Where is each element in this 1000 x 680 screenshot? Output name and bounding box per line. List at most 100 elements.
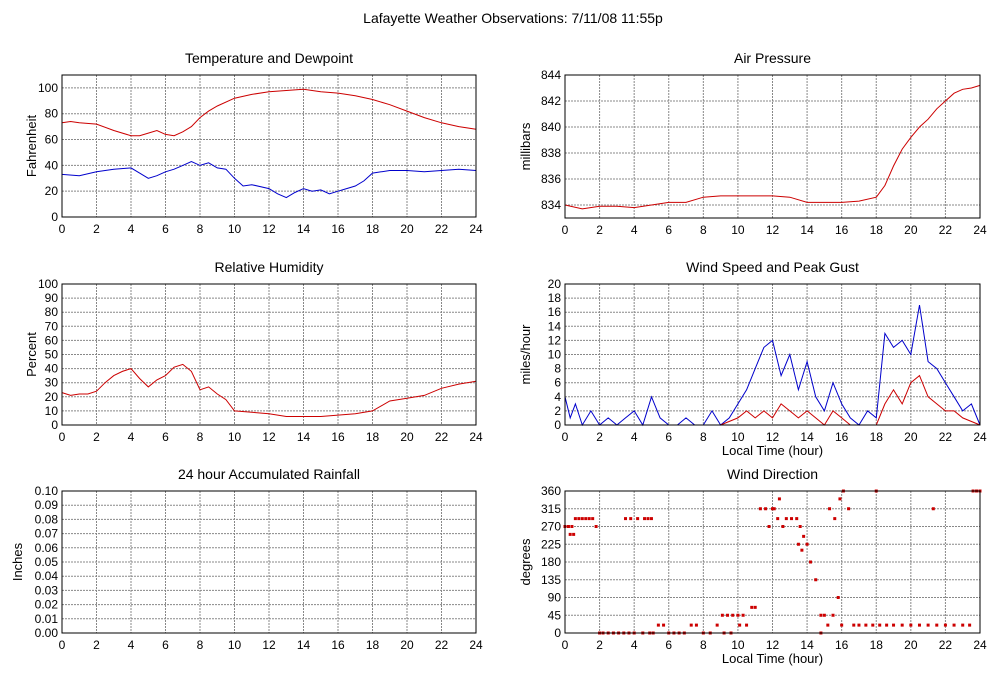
y-tick-label: 834	[541, 198, 561, 212]
y-tick-label: 0.00	[35, 626, 59, 640]
data-point	[629, 517, 633, 521]
x-tick-label: 4	[631, 638, 638, 652]
y-tick-label: 12	[548, 333, 562, 347]
x-tick-label: 20	[400, 430, 414, 444]
y-tick-label: 90	[548, 591, 562, 605]
data-point	[931, 507, 935, 511]
x-tick-label: 22	[939, 638, 953, 652]
data-point	[814, 578, 818, 582]
data-point	[805, 542, 809, 546]
data-point	[772, 507, 776, 511]
x-tick-label: 2	[93, 430, 100, 444]
y-tick-label: 40	[45, 158, 59, 172]
y-tick-label: 20	[45, 184, 59, 198]
plot-area	[565, 75, 980, 218]
x-tick-label: 8	[700, 223, 707, 237]
plot-frame	[564, 74, 981, 219]
x-tick-label: 22	[939, 430, 953, 444]
y-tick-label: 842	[541, 94, 561, 108]
data-point	[745, 623, 749, 627]
y-tick-label: 50	[45, 348, 59, 362]
y-tick-label: 0	[554, 626, 561, 640]
y-tick-label: 0.08	[35, 512, 59, 526]
data-point	[738, 623, 742, 627]
y-tick-label: 18	[548, 291, 562, 305]
figure-title: Lafayette Weather Observations: 7/11/08 …	[363, 10, 663, 26]
x-tick-label: 16	[835, 223, 849, 237]
x-tick-label: 24	[973, 430, 987, 444]
x-tick-label: 18	[870, 430, 884, 444]
data-point	[847, 507, 851, 511]
data-point	[852, 623, 856, 627]
y-tick-label: 4	[554, 390, 561, 404]
series-line-0	[61, 88, 477, 137]
x-tick-label: 0	[562, 223, 569, 237]
y-tick-label: 100	[38, 277, 58, 291]
x-tick-label: 8	[197, 222, 204, 236]
y-tick-label: 225	[541, 537, 561, 551]
y-tick-label: 20	[548, 277, 562, 291]
y-tick-label: 80	[45, 107, 59, 121]
x-tick-label: 16	[835, 430, 849, 444]
data-point	[968, 623, 972, 627]
y-tick-label: 0.05	[35, 555, 59, 569]
x-tick-label: 6	[162, 222, 169, 236]
x-tick-label: 10	[228, 222, 242, 236]
y-tick-label: 0.07	[35, 527, 59, 541]
data-point	[917, 623, 921, 627]
x-tick-label: 12	[262, 430, 276, 444]
data-point	[726, 613, 730, 617]
x-tick-label: 18	[366, 638, 380, 652]
data-point	[587, 517, 591, 521]
data-point	[572, 532, 576, 536]
data-point	[649, 517, 653, 521]
x-tick-label: 2	[93, 638, 100, 652]
x-tick-label: 22	[939, 223, 953, 237]
data-point	[591, 517, 595, 521]
x-tick-label: 12	[262, 638, 276, 652]
x-tick-label: 18	[870, 223, 884, 237]
data-point	[826, 623, 830, 627]
x-tick-label: 2	[596, 430, 603, 444]
x-tick-label: 14	[800, 223, 814, 237]
y-tick-label: 0.01	[35, 612, 59, 626]
x-tick-label: 24	[973, 638, 987, 652]
data-point	[833, 517, 837, 521]
y-tick-label: 90	[45, 291, 59, 305]
plot-frame	[61, 74, 477, 218]
data-point	[961, 623, 965, 627]
y-tick-label: 315	[541, 502, 561, 516]
x-tick-label: 12	[766, 223, 780, 237]
data-point	[795, 517, 799, 521]
x-tick-label: 8	[700, 430, 707, 444]
y-tick-label: 270	[541, 520, 561, 534]
data-point	[796, 542, 800, 546]
data-point	[656, 623, 660, 627]
x-tick-label: 24	[973, 223, 987, 237]
x-tick-label: 6	[162, 430, 169, 444]
x-tick-label: 2	[596, 223, 603, 237]
x-tick-label: 4	[631, 430, 638, 444]
x-tick-label: 16	[331, 222, 345, 236]
data-point	[838, 497, 842, 501]
x-tick-label: 0	[59, 638, 66, 652]
y-tick-label: 30	[45, 376, 59, 390]
x-tick-label: 4	[128, 222, 135, 236]
x-tick-label: 22	[435, 430, 449, 444]
x-tick-label: 14	[297, 222, 311, 236]
chart-title: Wind Direction	[727, 466, 818, 482]
data-point	[646, 517, 650, 521]
data-point	[952, 623, 956, 627]
x-tick-label: 12	[766, 430, 780, 444]
data-point	[736, 613, 740, 617]
y-tick-label: 838	[541, 146, 561, 160]
data-point	[943, 623, 947, 627]
data-point	[798, 525, 802, 528]
y-tick-label: 40	[45, 362, 59, 376]
plot-frame	[61, 490, 477, 634]
y-tick-label: 180	[541, 555, 561, 569]
x-tick-label: 6	[665, 430, 672, 444]
y-tick-label: 844	[541, 68, 561, 82]
